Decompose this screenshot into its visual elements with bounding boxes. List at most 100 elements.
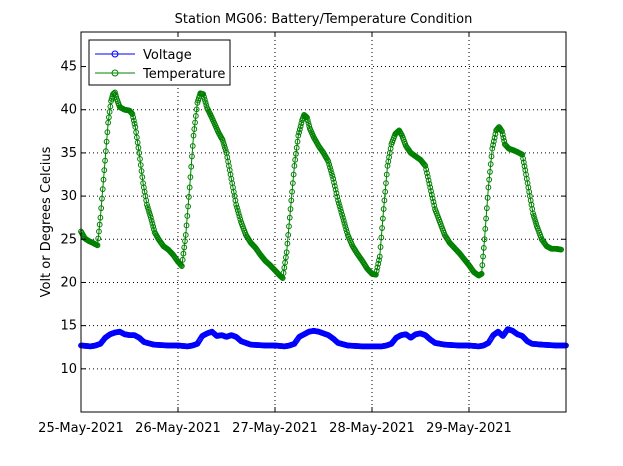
series-point xyxy=(479,262,486,269)
series-point xyxy=(286,214,293,221)
series-point xyxy=(291,162,298,169)
series-point xyxy=(558,246,565,253)
series-point xyxy=(235,210,242,217)
series-point xyxy=(94,242,101,249)
x-tick-label: 28-May-2021 xyxy=(329,421,415,436)
series-point xyxy=(104,129,111,136)
y-tick-label: 15 xyxy=(60,319,77,334)
series-voltage xyxy=(78,326,569,350)
series-point xyxy=(100,176,107,183)
series-point xyxy=(222,147,229,154)
series-point xyxy=(338,209,345,215)
series-point xyxy=(340,214,346,221)
series-point xyxy=(103,138,110,145)
series-point xyxy=(333,190,340,197)
series-point xyxy=(201,96,208,103)
series-point xyxy=(236,213,243,220)
series-point xyxy=(381,197,388,204)
series-point xyxy=(144,201,150,208)
series-point xyxy=(95,235,102,242)
series-point xyxy=(374,264,381,271)
series-point xyxy=(102,148,109,155)
series-point xyxy=(183,222,190,229)
series-point xyxy=(297,123,304,130)
series-point xyxy=(499,128,505,135)
series-point xyxy=(192,119,198,126)
series-point xyxy=(130,117,137,124)
series-point xyxy=(483,205,490,212)
series-point xyxy=(336,203,343,210)
series-point xyxy=(487,161,494,168)
series-point xyxy=(332,186,339,193)
series-point xyxy=(149,220,156,227)
series-point xyxy=(427,184,434,191)
x-tick-label: 25-May-2021 xyxy=(38,421,124,436)
series-point xyxy=(288,197,295,204)
legend-marker-temperature xyxy=(111,69,119,77)
series-point xyxy=(97,214,104,221)
series-point xyxy=(531,215,538,222)
series-point xyxy=(178,262,185,269)
series-point xyxy=(337,206,344,212)
series-point xyxy=(485,184,492,191)
series-point xyxy=(422,162,429,169)
legend-marker-voltage xyxy=(111,50,119,58)
series-point xyxy=(150,223,157,230)
series-point xyxy=(330,175,337,182)
series-point xyxy=(129,111,136,117)
series-point xyxy=(424,170,430,176)
series-point xyxy=(293,144,300,151)
series-point xyxy=(331,179,337,186)
series-point xyxy=(480,253,486,260)
series-point xyxy=(237,216,244,223)
series-point xyxy=(191,126,198,132)
series-point xyxy=(287,206,294,212)
series-point xyxy=(222,144,228,151)
series-point xyxy=(532,218,539,225)
series-point xyxy=(102,157,108,164)
series-point xyxy=(148,217,155,224)
series-point xyxy=(329,173,336,179)
series-point xyxy=(328,170,335,176)
series-point xyxy=(233,201,240,208)
series-point xyxy=(105,119,112,126)
series-point xyxy=(221,142,228,149)
series-point xyxy=(424,173,431,180)
series-point xyxy=(379,225,385,231)
series-point xyxy=(484,194,491,201)
y-tick-label: 45 xyxy=(60,60,77,75)
series-point xyxy=(380,206,387,212)
series-point xyxy=(182,232,189,238)
series-point xyxy=(137,156,143,162)
series-point xyxy=(188,163,195,170)
series-point xyxy=(181,244,188,251)
series-point xyxy=(200,91,207,98)
y-tick-label: 35 xyxy=(60,146,77,161)
series-point xyxy=(331,183,338,189)
series-point xyxy=(99,186,106,193)
legend: Voltage Temperature xyxy=(88,39,231,86)
series-point xyxy=(184,213,191,219)
series-point xyxy=(376,253,383,260)
y-tick-label: 30 xyxy=(60,189,77,204)
series-point xyxy=(145,207,152,213)
series-point xyxy=(304,117,311,124)
series-point xyxy=(305,120,312,127)
series-point xyxy=(486,176,493,183)
series-temperature xyxy=(78,89,565,282)
series-point xyxy=(372,271,379,278)
series-point xyxy=(303,113,310,120)
series-point xyxy=(190,132,197,139)
series-point xyxy=(499,131,506,138)
x-tick-label: 29-May-2021 xyxy=(426,421,512,436)
series-point xyxy=(423,166,430,173)
x-tick-label: 27-May-2021 xyxy=(232,421,318,436)
series-point xyxy=(343,226,350,233)
series-point xyxy=(500,134,507,141)
legend-entry-voltage: Voltage xyxy=(95,48,192,63)
series-point xyxy=(490,138,497,145)
series-point xyxy=(187,174,194,180)
series-point xyxy=(185,194,192,200)
series-point xyxy=(530,213,537,219)
